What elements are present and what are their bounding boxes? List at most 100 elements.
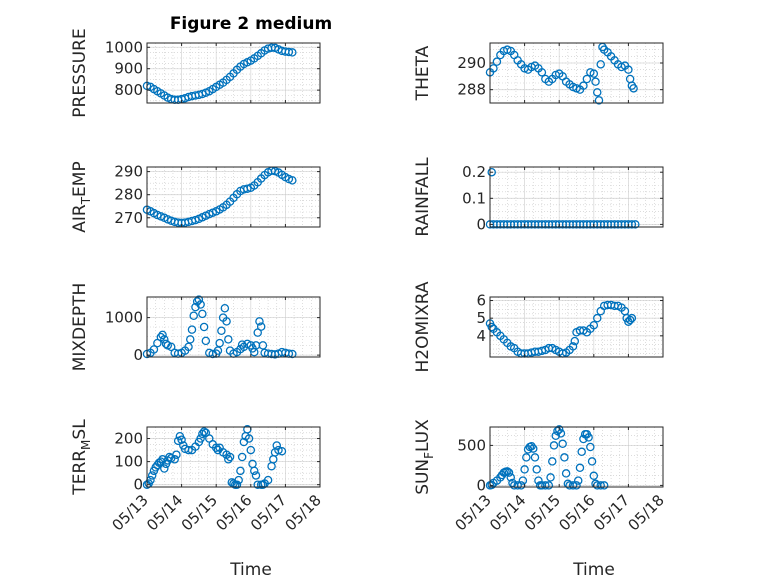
x-tick-label: 05/13 bbox=[109, 491, 152, 534]
subplot-3: 270 280 290 AIRTEMP bbox=[70, 161, 321, 233]
data-point bbox=[160, 464, 169, 473]
data-point bbox=[558, 439, 567, 449]
data-point bbox=[251, 471, 261, 480]
axes-box bbox=[146, 296, 321, 358]
data-point bbox=[232, 480, 242, 489]
data-point bbox=[582, 74, 592, 84]
data-point bbox=[201, 336, 211, 346]
data-point bbox=[573, 476, 583, 485]
data-point bbox=[170, 455, 179, 464]
data-point bbox=[187, 325, 197, 334]
subplot-5: 0 1000 MIXDEPTH bbox=[70, 283, 321, 372]
data-point bbox=[236, 466, 245, 476]
data-series bbox=[142, 295, 297, 359]
data-point bbox=[288, 176, 297, 185]
y-tick-label: 290 bbox=[114, 163, 143, 181]
data-point bbox=[554, 425, 564, 434]
data-point bbox=[184, 342, 193, 352]
subplot-2: 288 290 THETA bbox=[413, 42, 664, 105]
y-tick-label: 5 bbox=[476, 309, 486, 327]
data-point bbox=[198, 309, 207, 319]
data-point bbox=[177, 435, 186, 444]
data-point bbox=[215, 338, 224, 348]
data-point bbox=[222, 317, 231, 326]
y-tick-label: 0 bbox=[476, 476, 486, 494]
data-point bbox=[158, 330, 167, 340]
axes-box bbox=[489, 42, 664, 104]
data-point bbox=[599, 481, 609, 490]
data-series bbox=[485, 42, 638, 105]
data-point bbox=[288, 349, 297, 359]
data-point bbox=[529, 444, 538, 453]
x-tick-label: 05/15 bbox=[521, 491, 564, 534]
data-point bbox=[549, 441, 559, 450]
data-point bbox=[147, 471, 157, 480]
data-point bbox=[591, 77, 600, 86]
data-point bbox=[584, 433, 593, 442]
data-point bbox=[560, 453, 569, 462]
data-point bbox=[185, 335, 195, 344]
y-tick-label: 6 bbox=[476, 292, 486, 310]
data-point bbox=[225, 452, 235, 462]
x-tick-label: 05/18 bbox=[625, 491, 668, 534]
data-point bbox=[492, 57, 502, 66]
data-point bbox=[577, 447, 586, 457]
data-point bbox=[211, 443, 221, 453]
x-tick-label: 05/15 bbox=[178, 491, 221, 534]
data-point bbox=[189, 311, 198, 320]
data-point bbox=[258, 480, 268, 489]
y-axis-title: SUNFLUX bbox=[413, 419, 436, 495]
y-axis-title: PRESSURE bbox=[70, 28, 90, 117]
data-point bbox=[556, 429, 566, 438]
data-point bbox=[255, 317, 264, 326]
data-point bbox=[627, 313, 637, 323]
axes-box bbox=[146, 166, 321, 228]
y-tick-label: 270 bbox=[114, 209, 143, 227]
data-point bbox=[199, 427, 209, 436]
y-tick-label: 0.2 bbox=[462, 163, 486, 181]
subplot-6: 456 H2OMIXRA bbox=[413, 281, 664, 373]
data-point bbox=[589, 320, 599, 330]
data-point bbox=[244, 434, 254, 443]
data-point bbox=[589, 69, 599, 78]
data-point bbox=[243, 184, 252, 193]
data-point bbox=[194, 295, 204, 304]
y-tick-label: 0 bbox=[476, 215, 486, 233]
data-point bbox=[541, 481, 550, 490]
y-tick-label: 1000 bbox=[105, 38, 143, 56]
data-point bbox=[624, 65, 633, 74]
y-tick-label: 0 bbox=[133, 346, 143, 364]
data-point bbox=[631, 220, 640, 229]
data-point bbox=[224, 455, 233, 464]
data-point bbox=[284, 47, 294, 57]
x-tick-label: 05/17 bbox=[247, 491, 290, 534]
data-point bbox=[586, 442, 595, 452]
data-point bbox=[217, 326, 226, 335]
data-point bbox=[625, 315, 635, 325]
y-tick-label: 800 bbox=[114, 81, 143, 99]
data-point bbox=[246, 445, 256, 455]
data-point bbox=[487, 167, 496, 177]
data-point bbox=[263, 475, 273, 485]
y-tick-label: 0.1 bbox=[462, 189, 486, 207]
data-point bbox=[593, 313, 602, 323]
data-point bbox=[596, 481, 605, 490]
data-point bbox=[527, 441, 536, 451]
data-point bbox=[504, 468, 514, 477]
data-point bbox=[250, 466, 259, 476]
data-point bbox=[548, 457, 557, 466]
x-tick-label: 05/18 bbox=[282, 491, 325, 534]
y-axis-title: TERRMSL bbox=[70, 419, 93, 496]
data-point bbox=[537, 68, 547, 77]
x-axis-title-right: Time bbox=[572, 560, 615, 580]
data-point bbox=[220, 303, 230, 313]
data-point bbox=[532, 465, 541, 474]
x-tick-label: 05/14 bbox=[143, 491, 186, 534]
y-tick-label: 0 bbox=[133, 476, 143, 494]
y-axis-title: MIXDEPTH bbox=[70, 283, 90, 372]
data-point bbox=[191, 302, 200, 312]
data-point bbox=[196, 434, 205, 443]
x-tick-label: 05/17 bbox=[590, 491, 633, 534]
